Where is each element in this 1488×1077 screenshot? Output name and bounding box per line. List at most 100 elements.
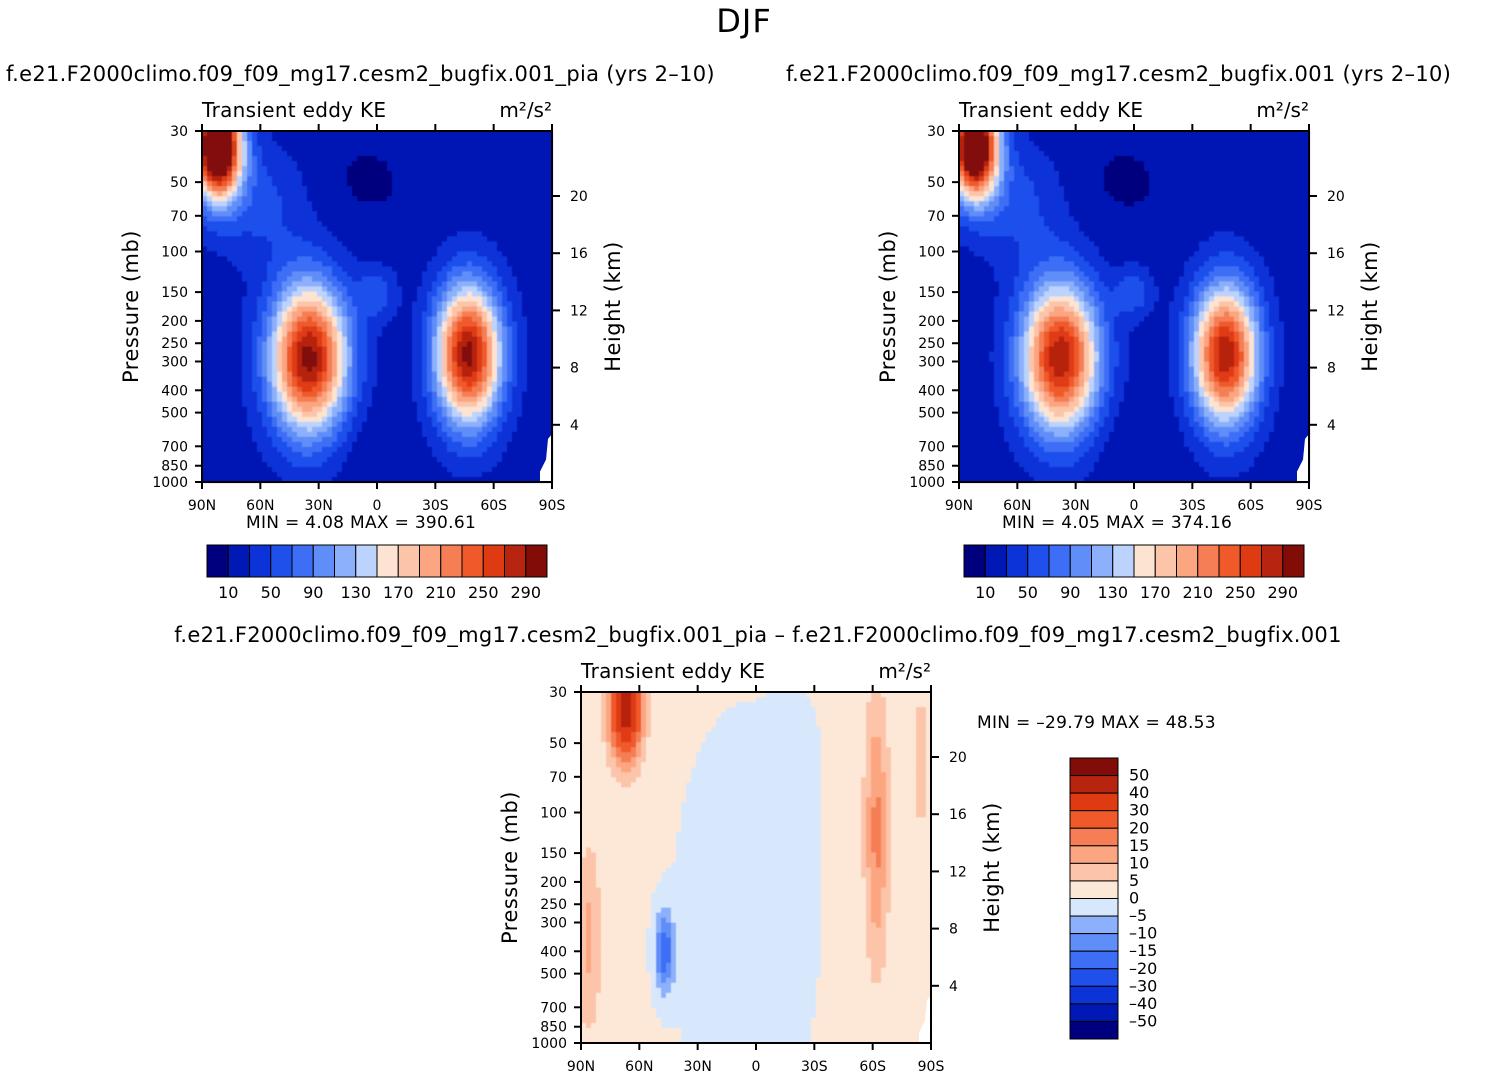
heatmap-cell bbox=[277, 171, 283, 177]
heatmap-cell bbox=[267, 261, 273, 267]
heatmap-cell bbox=[242, 441, 248, 448]
heatmap-cell bbox=[207, 261, 213, 267]
heatmap-cell bbox=[462, 151, 468, 157]
heatmap-cell bbox=[287, 211, 293, 217]
heatmap-cell bbox=[332, 211, 338, 217]
heatmap-cell bbox=[322, 326, 328, 333]
heatmap-cell bbox=[382, 456, 388, 463]
heatmap-cell bbox=[527, 156, 533, 162]
heatmap-cell bbox=[272, 141, 278, 147]
heatmap-cell bbox=[457, 426, 463, 433]
heatmap-cell bbox=[427, 256, 433, 262]
heatmap-cell bbox=[372, 416, 378, 423]
heatmap-cell bbox=[442, 236, 448, 242]
heatmap-cell bbox=[272, 426, 278, 433]
heatmap-cell bbox=[477, 151, 483, 157]
heatmap-cell bbox=[422, 341, 428, 348]
heatmap-cell bbox=[427, 206, 433, 212]
heatmap-cell bbox=[492, 331, 498, 338]
heatmap-cell bbox=[257, 211, 263, 217]
heatmap-cell bbox=[357, 431, 363, 438]
heatmap-cell bbox=[327, 296, 333, 303]
heatmap-cell bbox=[322, 461, 328, 468]
heatmap-cell bbox=[352, 271, 358, 278]
heatmap-cell bbox=[212, 331, 218, 338]
heatmap-cell bbox=[442, 311, 448, 318]
heatmap-cell bbox=[362, 226, 368, 232]
heatmap-cell bbox=[352, 281, 358, 288]
heatmap-cell bbox=[262, 251, 268, 257]
heatmap-cell bbox=[417, 426, 423, 433]
heatmap-cell bbox=[252, 216, 258, 222]
heatmap-cell bbox=[267, 171, 273, 177]
heatmap-cell bbox=[202, 316, 208, 323]
heatmap-cell bbox=[257, 291, 263, 298]
heatmap-cell bbox=[492, 211, 498, 217]
heatmap-cell bbox=[477, 186, 483, 192]
heatmap-cell bbox=[227, 461, 233, 468]
heatmap-cell bbox=[527, 416, 533, 423]
heatmap-cell bbox=[357, 161, 363, 167]
heatmap-cell bbox=[462, 276, 468, 283]
heatmap-cell bbox=[377, 396, 383, 403]
heatmap-cell bbox=[232, 471, 238, 478]
heatmap-cell bbox=[462, 161, 468, 167]
heatmap-cell bbox=[517, 146, 523, 152]
case-title-diff: f.e21.F2000climo.f09_f09_mg17.cesm2_bugf… bbox=[174, 623, 1342, 647]
heatmap-cell bbox=[247, 436, 253, 443]
heatmap-cell bbox=[492, 161, 498, 167]
heatmap-cell bbox=[352, 261, 358, 267]
heatmap-cell bbox=[237, 266, 243, 272]
heatmap-cell bbox=[377, 186, 383, 192]
heatmap-cell bbox=[257, 436, 263, 443]
heatmap-cell bbox=[527, 336, 533, 343]
heatmap-cell bbox=[357, 216, 363, 222]
heatmap-cell bbox=[232, 356, 238, 363]
heatmap-cell bbox=[447, 171, 453, 177]
heatmap-cell bbox=[217, 326, 223, 333]
heatmap-cell bbox=[237, 136, 243, 142]
heatmap-cell bbox=[482, 361, 488, 368]
heatmap-cell bbox=[332, 136, 338, 142]
heatmap-cell bbox=[247, 226, 253, 232]
heatmap-cell bbox=[477, 301, 483, 308]
heatmap-cell bbox=[507, 386, 513, 393]
heatmap-cell bbox=[322, 366, 328, 373]
heatmap-cell bbox=[492, 411, 498, 418]
heatmap-cell bbox=[207, 156, 213, 162]
colorbar-tick-label: 50 bbox=[261, 583, 281, 602]
heatmap-cell bbox=[497, 416, 503, 423]
heatmap-cell bbox=[277, 416, 283, 423]
heatmap-cell bbox=[217, 231, 223, 237]
heatmap-cell bbox=[357, 416, 363, 423]
heatmap-cell bbox=[302, 241, 308, 247]
heatmap-cell bbox=[377, 306, 383, 313]
heatmap-cell bbox=[312, 396, 318, 403]
heatmap-cell bbox=[352, 326, 358, 333]
heatmap-cell bbox=[262, 381, 268, 388]
heatmap-cell bbox=[532, 366, 538, 373]
heatmap-cell bbox=[447, 376, 453, 383]
heatmap-cell bbox=[307, 176, 313, 182]
heatmap-cell bbox=[307, 201, 313, 207]
heatmap-cell bbox=[207, 431, 213, 438]
heatmap-cell bbox=[487, 336, 493, 343]
heatmap-cell bbox=[247, 341, 253, 348]
heatmap-cell bbox=[407, 451, 413, 458]
heatmap-cell bbox=[417, 186, 423, 192]
heatmap-cell bbox=[277, 466, 283, 473]
heatmap-cell bbox=[382, 341, 388, 348]
heatmap-cell bbox=[257, 381, 263, 388]
heatmap-cell bbox=[372, 386, 378, 393]
heatmap-cell bbox=[387, 321, 393, 328]
heatmap-cell bbox=[517, 356, 523, 363]
heatmap-cell bbox=[482, 301, 488, 308]
heatmap-cell bbox=[507, 306, 513, 313]
heatmap-cell bbox=[517, 271, 523, 278]
heatmap-cell bbox=[307, 386, 313, 393]
heatmap-cell bbox=[227, 321, 233, 328]
heatmap-cell bbox=[297, 131, 303, 137]
heatmap-cell bbox=[462, 326, 468, 333]
heatmap-cell bbox=[457, 201, 463, 207]
heatmap-cell bbox=[512, 431, 518, 438]
